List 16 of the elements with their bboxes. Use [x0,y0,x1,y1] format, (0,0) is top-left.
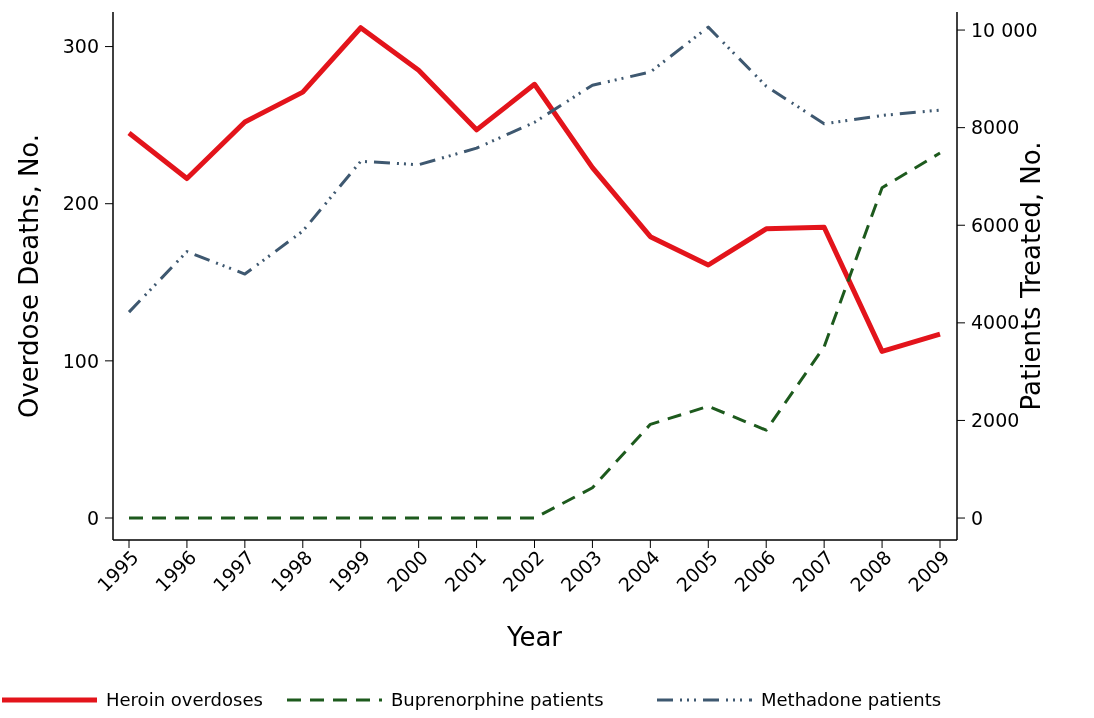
y2-tick-label: 8000 [971,116,1020,139]
x-axis-title: Year [505,622,563,652]
y2-tick-label: 10 000 [971,18,1038,41]
y2-tick-label: 4000 [971,311,1020,334]
y-tick-label: 300 [62,35,99,58]
y2-tick-label: 6000 [971,213,1020,236]
legend-label: Buprenorphine patients [391,689,604,711]
y-tick-label: 200 [62,192,99,215]
y2-tick-label: 0 [971,506,984,529]
legend-label: Heroin overdoses [106,689,263,711]
legend-label: Methadone patients [761,689,942,711]
y-tick-label: 0 [86,506,99,529]
y-tick-label: 100 [62,349,99,372]
y2-tick-label: 2000 [971,409,1020,432]
y-axis-title: Overdose Deaths, No. [14,133,44,419]
line-series [127,151,942,520]
